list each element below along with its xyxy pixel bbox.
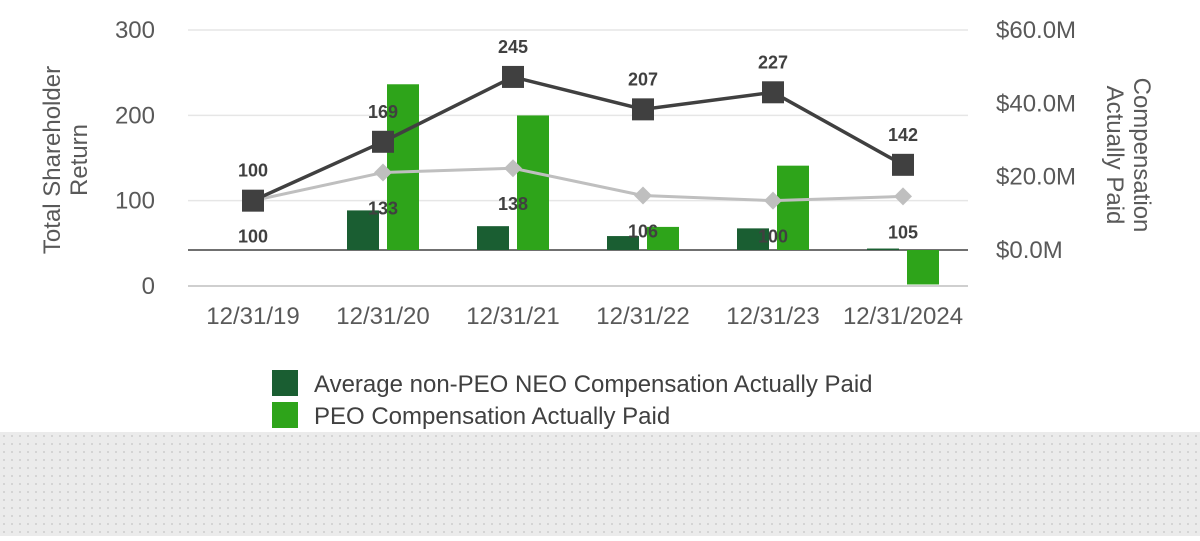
- data-label-s-p-health-care-equipment-select-industry-index-tsr: 133: [368, 199, 398, 219]
- legend-swatch: [272, 402, 298, 428]
- left-tick-label: 0: [142, 273, 155, 300]
- data-label-company-tsr: 142: [888, 125, 918, 145]
- bar-average-non-peo-neo-compensation-actually-paid: [477, 226, 509, 250]
- line-s-p-health-care-equipment-select-industry-index-tsr: [252, 166, 904, 203]
- data-label-company-tsr: 207: [628, 69, 658, 89]
- point-company-tsr: [762, 81, 784, 104]
- point-company-tsr: [242, 189, 264, 212]
- x-tick-label: 12/31/22: [596, 303, 689, 330]
- bar-peo-compensation-actually-paid: [777, 165, 809, 250]
- point-company-tsr: [632, 98, 654, 121]
- legend-label: Average non-PEO NEO Compensation Actuall…: [314, 371, 873, 398]
- data-label-s-p-health-care-equipment-select-industry-index-tsr: 100: [758, 227, 788, 247]
- point-company-tsr: [372, 130, 394, 153]
- gridlines: [188, 29, 968, 287]
- point-company-tsr: [892, 153, 914, 176]
- right-tick-label: $20.0M: [996, 164, 1076, 191]
- line-company-tsr: [252, 75, 904, 203]
- lines: [242, 65, 914, 212]
- point-company-tsr: [502, 65, 524, 88]
- point-s-p-health-care-equipment-select-industry-index-tsr: [634, 186, 652, 205]
- bar-peo-compensation-actually-paid: [647, 226, 679, 250]
- point-s-p-health-care-equipment-select-industry-index-tsr: [504, 159, 522, 178]
- data-label-company-tsr: 169: [368, 102, 398, 122]
- left-axis-title: Total ShareholderReturn: [39, 66, 93, 254]
- data-label-s-p-health-care-equipment-select-industry-index-tsr: 100: [238, 227, 268, 247]
- right-axis-title: CompensationActually Paid: [1101, 78, 1155, 233]
- bar-peo-compensation-actually-paid: [517, 115, 549, 250]
- bar-peo-compensation-actually-paid: [387, 84, 419, 251]
- bar-average-non-peo-neo-compensation-actually-paid: [737, 228, 769, 250]
- left-axis: 300 200 100 0 Total ShareholderReturn: [39, 17, 155, 300]
- data-label-company-tsr: 245: [498, 37, 528, 57]
- data-labels: 100 169 245 207 227 142 100 133 138 106 100 105: [238, 37, 918, 247]
- left-tick-label: 100: [115, 188, 155, 215]
- x-tick-label: 12/31/2024: [843, 303, 963, 330]
- legend-label: PEO Compensation Actually Paid: [314, 403, 670, 430]
- x-axis: 12/31/19 12/31/20 12/31/21 12/31/22 12/31/23…: [206, 303, 963, 330]
- bars: [347, 84, 939, 285]
- legend-swatch: [272, 370, 298, 396]
- x-tick-label: 12/31/21: [466, 303, 559, 330]
- data-label-company-tsr: 227: [758, 52, 788, 72]
- x-tick-label: 12/31/20: [336, 303, 429, 330]
- data-label-s-p-health-care-equipment-select-industry-index-tsr: 106: [628, 222, 658, 242]
- point-s-p-health-care-equipment-select-industry-index-tsr: [764, 191, 782, 210]
- bar-average-non-peo-neo-compensation-actually-paid: [867, 248, 899, 250]
- bar-peo-compensation-actually-paid: [907, 250, 939, 285]
- right-tick-label: $60.0M: [996, 17, 1076, 44]
- point-s-p-health-care-equipment-select-industry-index-tsr: [374, 163, 392, 182]
- x-tick-label: 12/31/19: [206, 303, 299, 330]
- data-label-s-p-health-care-equipment-select-industry-index-tsr: 138: [498, 194, 528, 214]
- data-label-company-tsr: 100: [238, 161, 268, 181]
- x-tick-label: 12/31/23: [726, 303, 819, 330]
- right-axis: $60.0M $40.0M $20.0M $0.0M CompensationActua…: [996, 17, 1155, 264]
- bar-average-non-peo-neo-compensation-actually-paid: [607, 236, 639, 250]
- bar-average-non-peo-neo-compensation-actually-paid: [347, 210, 379, 250]
- right-tick-label: $40.0M: [996, 90, 1076, 117]
- page-overlay: [0, 432, 1200, 536]
- data-label-s-p-health-care-equipment-select-industry-index-tsr: 105: [888, 222, 918, 242]
- point-s-p-health-care-equipment-select-industry-index-tsr: [894, 187, 912, 206]
- left-tick-label: 200: [115, 102, 155, 129]
- left-tick-label: 300: [115, 17, 155, 44]
- right-tick-label: $0.0M: [996, 237, 1063, 264]
